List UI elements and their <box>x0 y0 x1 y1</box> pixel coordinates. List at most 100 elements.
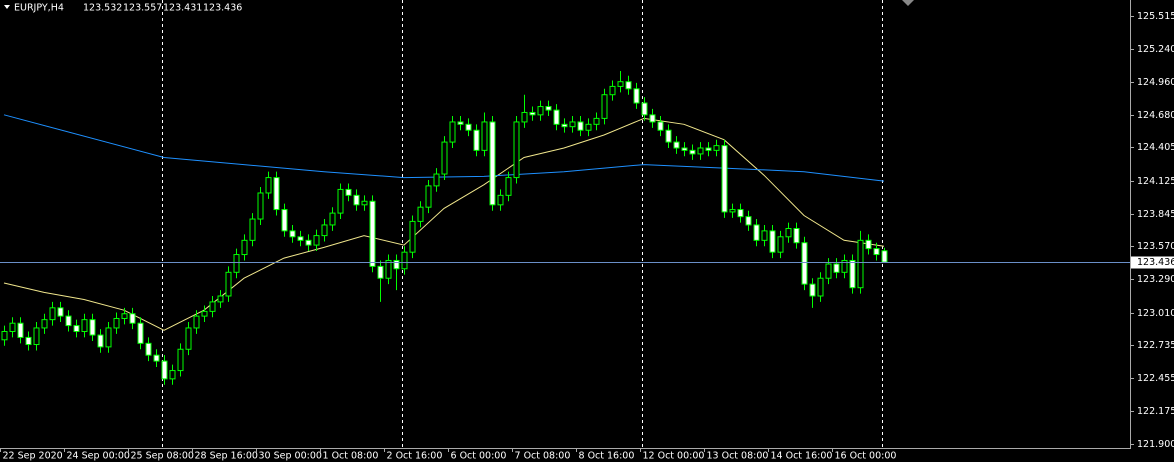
candle-body <box>649 114 656 123</box>
candle-body <box>433 173 440 187</box>
candle-body <box>1 331 8 341</box>
y-tick-label: 124.680 <box>1137 110 1174 121</box>
candle-body <box>209 301 216 312</box>
candle-body <box>801 242 808 285</box>
candle-body <box>585 123 592 131</box>
candle-body <box>521 111 528 123</box>
candle-body <box>273 177 280 211</box>
x-tick-label: 13 Oct 08:00 <box>707 451 769 462</box>
candle-body <box>841 259 848 273</box>
candle-body <box>65 315 72 327</box>
candle-body <box>601 94 608 119</box>
candle-body <box>489 121 496 206</box>
candle-body <box>673 141 680 149</box>
candle-body <box>609 85 616 96</box>
candle-body <box>553 109 560 125</box>
y-tick-label: 121.900 <box>1137 439 1174 450</box>
candle-body <box>361 200 368 206</box>
x-tick-label: 6 Oct 00:00 <box>451 451 507 462</box>
header-high: 123.557 <box>123 3 162 14</box>
x-tick-label: 16 Oct 00:00 <box>835 451 897 462</box>
header-open: 123.532 <box>83 3 122 14</box>
candle-body <box>289 230 296 238</box>
y-tick-label: 123.010 <box>1137 308 1174 319</box>
x-tick-label: 12 Oct 00:00 <box>643 451 705 462</box>
candle-body <box>793 227 800 244</box>
candle-body <box>113 317 120 329</box>
candle-body <box>321 224 328 237</box>
x-tick-label: 8 Oct 16:00 <box>579 451 635 462</box>
candle-body <box>577 121 584 131</box>
candle-body <box>473 129 480 151</box>
y-tick-label: 124.125 <box>1137 176 1174 187</box>
candle-body <box>233 254 240 273</box>
header-close: 123.436 <box>203 3 242 14</box>
candle-body <box>713 145 720 151</box>
candle-body <box>449 121 456 143</box>
x-tick-label: 25 Sep 08:00 <box>131 451 194 462</box>
y-tick-label: 123.845 <box>1137 209 1174 220</box>
candle-body <box>825 263 832 279</box>
candle-body <box>569 121 576 128</box>
candle-body <box>545 106 552 111</box>
x-tick-label: 2 Oct 16:00 <box>387 451 443 462</box>
y-tick-label: 123.570 <box>1137 241 1174 252</box>
candle-body <box>873 248 880 256</box>
candle-body <box>185 327 192 350</box>
candle-body <box>785 227 792 238</box>
candle-body <box>593 117 600 125</box>
candle-body <box>145 342 152 356</box>
current-price-label: 123.436 <box>1137 257 1174 268</box>
candle-body <box>561 123 568 128</box>
candle-body <box>513 121 520 179</box>
candle-body <box>761 230 768 241</box>
candle-body <box>17 322 24 338</box>
candle-body <box>241 239 248 256</box>
candle-body <box>617 81 624 87</box>
candle-body <box>401 251 408 270</box>
candle-body <box>41 319 48 329</box>
candle-body <box>385 259 392 279</box>
candle-body <box>641 102 648 116</box>
candle-body <box>633 88 640 104</box>
candle-body <box>9 322 16 333</box>
candle-body <box>665 129 672 143</box>
candle-body <box>537 106 544 116</box>
x-tick-label: 28 Sep 16:00 <box>195 451 258 462</box>
x-tick-label: 14 Oct 16:00 <box>771 451 833 462</box>
candle-body <box>137 322 144 344</box>
y-tick-label: 125.240 <box>1137 44 1174 55</box>
candle-body <box>89 319 96 336</box>
candle-body <box>417 206 424 222</box>
candle-body <box>753 224 760 241</box>
current-price-box <box>1131 256 1174 269</box>
candle-body <box>57 307 64 317</box>
candle-body <box>297 236 304 241</box>
candle-body <box>377 265 384 279</box>
symbol: EURJPY,H4 <box>14 3 64 14</box>
y-tick-label: 125.515 <box>1137 11 1174 22</box>
candle-body <box>337 188 344 214</box>
candles <box>1 71 888 385</box>
candle-body <box>73 325 80 333</box>
candle-body <box>257 192 264 220</box>
candle-body <box>441 141 448 175</box>
candle-body <box>777 236 784 253</box>
candle-body <box>345 188 352 196</box>
y-tick-label: 122.175 <box>1137 406 1174 417</box>
candle-body <box>313 235 320 246</box>
candle-body <box>25 336 32 346</box>
candle-body <box>225 271 232 297</box>
candle-body <box>697 147 704 155</box>
candle-body <box>497 194 504 206</box>
candle-body <box>689 149 696 155</box>
y-tick-label: 123.290 <box>1137 274 1174 285</box>
candle-body <box>369 200 376 267</box>
candle-body <box>393 259 400 270</box>
candle-body <box>153 354 160 362</box>
moving-average <box>3 114 885 182</box>
candle-body <box>721 145 728 213</box>
candle-body <box>409 220 416 253</box>
candle-body <box>193 315 200 329</box>
